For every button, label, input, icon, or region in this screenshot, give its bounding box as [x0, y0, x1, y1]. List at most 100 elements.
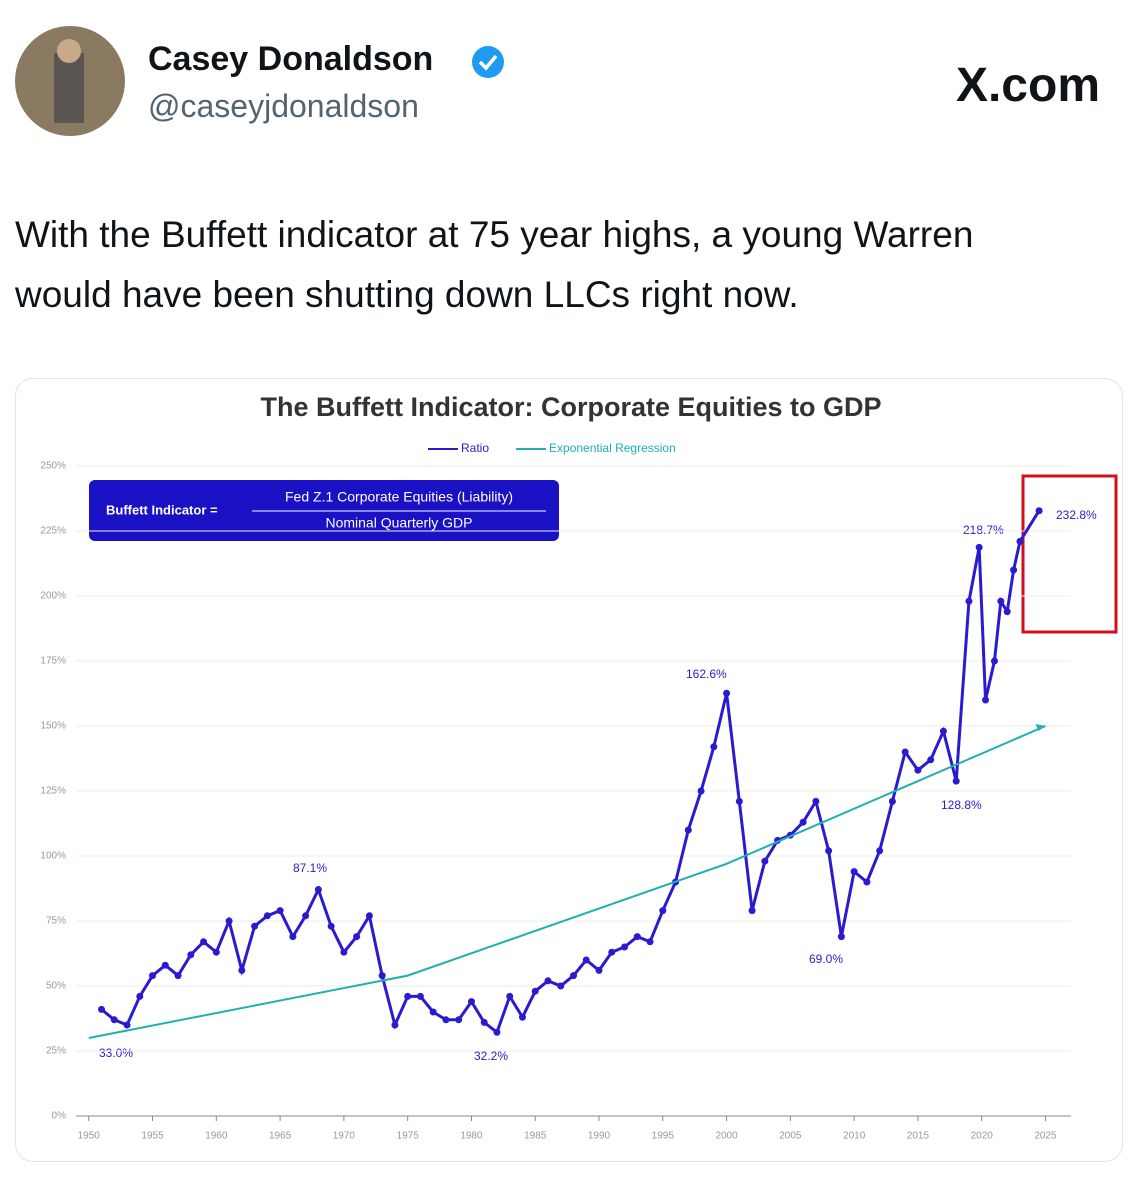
y-tick-label: 0%	[52, 1111, 67, 1122]
point	[455, 1016, 463, 1024]
point	[863, 878, 871, 886]
x-tick-label: 2010	[843, 1131, 866, 1142]
point	[187, 951, 195, 959]
point	[429, 1008, 437, 1016]
formula-lhs: Buffett Indicator =	[106, 502, 218, 517]
x-tick-label: 1970	[333, 1131, 356, 1142]
annotation: 87.1%	[293, 861, 327, 875]
point	[353, 933, 361, 941]
point	[952, 777, 960, 785]
y-tick-label: 225%	[40, 526, 66, 537]
point	[684, 826, 692, 834]
point	[914, 766, 922, 774]
y-tick-label: 75%	[46, 916, 66, 927]
point	[289, 933, 297, 941]
x-tick-label: 1965	[269, 1131, 292, 1142]
point	[595, 966, 603, 974]
point	[927, 756, 935, 764]
point	[621, 943, 629, 951]
formula-numerator: Fed Z.1 Corporate Equities (Liability)	[285, 489, 513, 505]
legend-label: Ratio	[461, 441, 489, 455]
point	[327, 922, 335, 930]
point	[1035, 507, 1043, 515]
x-tick-label: 1980	[460, 1131, 483, 1142]
point	[123, 1021, 131, 1029]
point	[493, 1028, 501, 1036]
y-tick-label: 25%	[46, 1046, 66, 1057]
point	[748, 907, 756, 915]
y-tick-label: 50%	[46, 981, 66, 992]
point	[200, 938, 208, 946]
point	[212, 948, 220, 956]
point	[365, 912, 373, 920]
x-tick-label: 1950	[78, 1131, 101, 1142]
annotation: 33.0%	[99, 1046, 133, 1060]
point	[735, 797, 743, 805]
point	[518, 1013, 526, 1021]
point	[965, 597, 973, 605]
point	[136, 992, 144, 1000]
point	[710, 743, 718, 751]
point	[531, 987, 539, 995]
y-tick-label: 125%	[40, 786, 66, 797]
verified-badge	[472, 46, 504, 78]
y-tick-label: 150%	[40, 721, 66, 732]
point	[442, 1016, 450, 1024]
y-tick-label: 250%	[40, 461, 66, 472]
site-logo: X.com	[955, 59, 1100, 112]
user-name: Casey Donaldson	[148, 40, 434, 78]
annotation: 218.7%	[963, 523, 1004, 537]
point	[225, 917, 233, 925]
point	[1003, 608, 1011, 616]
point	[997, 597, 1005, 605]
point	[982, 696, 990, 704]
media-card: The Buffett Indicator: Corporate Equitie…	[15, 378, 1123, 1162]
tweet-text: With the Buffett indicator at 75 year hi…	[15, 214, 974, 315]
point	[608, 948, 616, 956]
highlight-box	[1021, 474, 1118, 634]
point	[582, 956, 590, 964]
point	[161, 961, 169, 969]
annotation: 69.0%	[809, 952, 843, 966]
point	[901, 748, 909, 756]
point	[378, 972, 386, 980]
y-tick-label: 200%	[40, 591, 66, 602]
point	[888, 797, 896, 805]
point	[110, 1016, 118, 1024]
arrow-head	[1035, 724, 1046, 731]
point	[391, 1021, 399, 1029]
x-tick-label: 1955	[141, 1131, 164, 1142]
x-tick-label: 2000	[715, 1131, 738, 1142]
point	[544, 977, 552, 985]
annotation: 232.8%	[1056, 508, 1097, 522]
point	[850, 868, 858, 876]
point	[975, 543, 983, 551]
point	[1010, 566, 1018, 574]
point	[697, 787, 705, 795]
point	[723, 689, 731, 697]
point	[276, 907, 284, 915]
x-tick-label: 1990	[588, 1131, 611, 1142]
point	[174, 972, 182, 980]
point	[761, 857, 769, 865]
point	[251, 922, 259, 930]
point	[825, 847, 833, 855]
x-tick-label: 1985	[524, 1131, 547, 1142]
point	[876, 847, 884, 855]
x-tick-label: 1960	[205, 1131, 228, 1142]
annotation: 128.8%	[941, 798, 982, 812]
point	[939, 727, 947, 735]
point	[480, 1018, 488, 1026]
x-tick-label: 2025	[1034, 1131, 1057, 1142]
point	[467, 998, 475, 1006]
point	[570, 972, 577, 980]
point	[263, 912, 271, 920]
point	[302, 912, 310, 920]
point	[990, 657, 998, 665]
legend-label: Exponential Regression	[549, 441, 676, 455]
annotation: 32.2%	[474, 1049, 508, 1063]
point	[416, 992, 424, 1000]
y-tick-label: 100%	[40, 851, 66, 862]
avatar	[15, 26, 125, 136]
